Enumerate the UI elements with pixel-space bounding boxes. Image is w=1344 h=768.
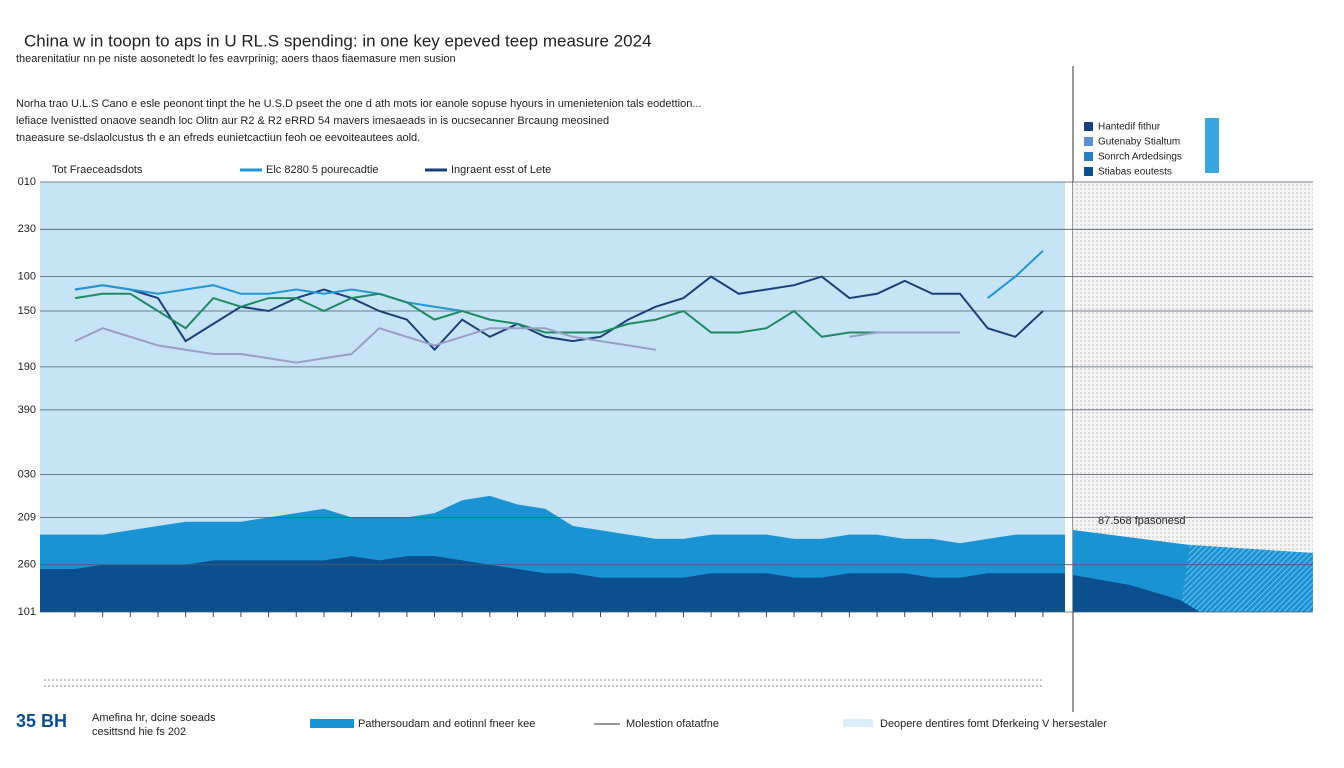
side-bar <box>1205 118 1219 173</box>
y-tick-label: 010 <box>18 176 36 188</box>
y-tick-label: 230 <box>18 223 36 235</box>
source: Amefina hr, dcine soeads <box>92 712 216 724</box>
line <box>74 275 1044 352</box>
side-legend-swatch <box>1084 167 1093 176</box>
side-area <box>1180 545 1313 612</box>
logo: 35 BH <box>16 711 67 731</box>
side-legend-swatch <box>1084 137 1093 146</box>
legend-title: Tot Fraeceadsdots <box>52 164 143 176</box>
line <box>74 327 961 364</box>
side-legend-swatch <box>1084 122 1093 131</box>
y-tick-label: 190 <box>18 361 36 373</box>
legend-label: Ingraent esst of Lete <box>451 164 551 176</box>
legend-swatch <box>310 719 354 728</box>
y-tick-label: 150 <box>18 305 36 317</box>
description: Norha trao U.L.S Cano e esle peonont tin… <box>16 98 702 110</box>
legend-label: Pathersoudam and eotinnl fneer kee <box>358 718 535 730</box>
source: cesittsnd hie fs 202 <box>92 726 186 738</box>
legend-label: Elc 8280 5 pourecadtie <box>266 164 379 176</box>
y-tick-label: 100 <box>18 271 36 283</box>
footer-note: Molestion ofatatfne <box>626 718 719 730</box>
y-tick-label: 101 <box>18 606 36 618</box>
y-tick-label: 030 <box>18 468 36 480</box>
y-tick-label: 390 <box>18 404 36 416</box>
subtitle: thearenitatiur nn pe niste aosonetedt lo… <box>16 53 456 65</box>
side-legend-label: Hantedif fithur <box>1098 122 1161 133</box>
side-legend-label: Sonrch Ardedsings <box>1098 152 1182 163</box>
description: tnaeasure se-dslaolcustus th e an efreds… <box>16 132 420 144</box>
chart-title: China w in toopn to aps in U RL.S spendi… <box>24 31 652 50</box>
line <box>74 292 878 338</box>
side-annotation: 87.568 fpasonesd <box>1098 515 1185 527</box>
footer-note: Deopere dentires fomt Dferkeing V herses… <box>880 718 1107 730</box>
description: lefiace lvenistted onaove seandh loc Oli… <box>16 115 609 127</box>
area <box>40 556 1065 612</box>
side-legend-swatch <box>1084 152 1093 161</box>
footer-swatch <box>843 719 873 727</box>
side-legend-label: Stiabas eoutests <box>1098 167 1172 178</box>
y-tick-label: 209 <box>18 511 36 523</box>
side-area <box>1073 575 1200 612</box>
y-tick-label: 260 <box>18 559 36 571</box>
side-legend-label: Gutenaby Stialtum <box>1098 137 1180 148</box>
